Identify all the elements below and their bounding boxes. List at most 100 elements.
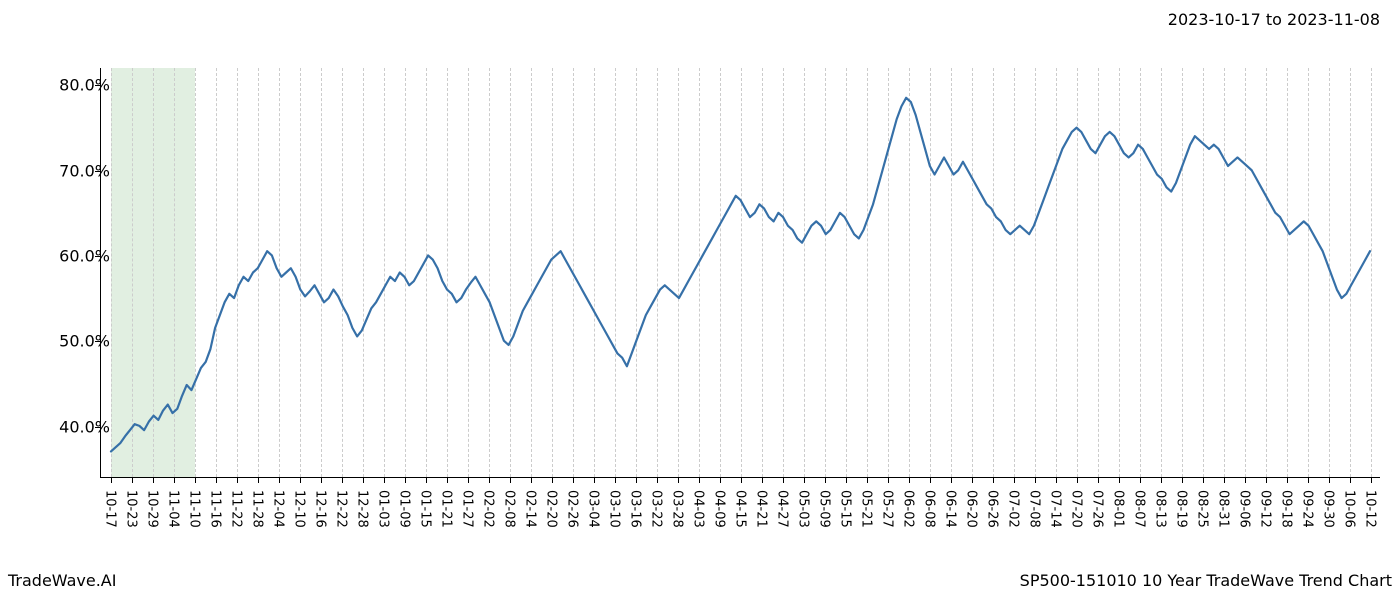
x-tick-mark: [174, 478, 175, 483]
chart-title-label: SP500-151010 10 Year TradeWave Trend Cha…: [1020, 571, 1392, 590]
x-tick-mark: [699, 478, 700, 483]
x-tick-label: 01-03: [376, 490, 391, 528]
x-tick-label: 08-07: [1132, 490, 1147, 528]
x-tick-label: 02-20: [544, 490, 559, 528]
x-tick-mark: [405, 478, 406, 483]
x-tick-mark: [1140, 478, 1141, 483]
x-tick-mark: [594, 478, 595, 483]
x-tick-label: 08-25: [1195, 490, 1210, 528]
x-tick-mark: [1329, 478, 1330, 483]
x-tick-mark: [1119, 478, 1120, 483]
x-tick-label: 06-20: [964, 490, 979, 528]
x-tick-mark: [636, 478, 637, 483]
x-tick-label: 11-16: [208, 490, 223, 528]
x-tick-mark: [1056, 478, 1057, 483]
x-tick-label: 07-20: [1069, 490, 1084, 528]
x-tick-label: 10-29: [145, 490, 160, 528]
x-tick-label: 08-31: [1216, 490, 1231, 528]
x-tick-label: 05-03: [796, 490, 811, 528]
x-tick-mark: [1077, 478, 1078, 483]
x-tick-mark: [489, 478, 490, 483]
x-tick-mark: [384, 478, 385, 483]
x-tick-label: 08-19: [1174, 490, 1189, 528]
x-tick-label: 11-10: [187, 490, 202, 528]
x-tick-label: 09-12: [1258, 490, 1273, 528]
x-tick-mark: [300, 478, 301, 483]
x-tick-label: 09-06: [1237, 490, 1252, 528]
y-tick-label: 50.0%: [59, 332, 110, 351]
x-tick-mark: [846, 478, 847, 483]
x-tick-mark: [678, 478, 679, 483]
x-tick-mark: [321, 478, 322, 483]
x-tick-mark: [216, 478, 217, 483]
x-tick-mark: [762, 478, 763, 483]
x-tick-label: 01-09: [397, 490, 412, 528]
x-tick-mark: [741, 478, 742, 483]
x-tick-label: 03-28: [670, 490, 685, 528]
x-tick-mark: [1350, 478, 1351, 483]
x-tick-mark: [930, 478, 931, 483]
x-tick-label: 03-16: [628, 490, 643, 528]
x-tick-mark: [888, 478, 889, 483]
x-tick-mark: [279, 478, 280, 483]
x-tick-label: 03-10: [607, 490, 622, 528]
x-tick-label: 01-15: [418, 490, 433, 528]
x-tick-mark: [720, 478, 721, 483]
x-tick-mark: [237, 478, 238, 483]
x-tick-label: 03-04: [586, 490, 601, 528]
x-tick-mark: [447, 478, 448, 483]
x-tick-label: 05-27: [880, 490, 895, 528]
x-tick-mark: [1371, 478, 1372, 483]
x-tick-label: 05-09: [817, 490, 832, 528]
date-range-label: 2023-10-17 to 2023-11-08: [1168, 10, 1380, 29]
x-tick-label: 05-15: [838, 490, 853, 528]
x-tick-label: 12-28: [355, 490, 370, 528]
x-tick-label: 12-16: [313, 490, 328, 528]
x-tick-label: 01-27: [460, 490, 475, 528]
x-tick-mark: [1224, 478, 1225, 483]
x-tick-mark: [783, 478, 784, 483]
x-tick-mark: [1161, 478, 1162, 483]
x-tick-mark: [1182, 478, 1183, 483]
x-tick-mark: [951, 478, 952, 483]
x-tick-mark: [426, 478, 427, 483]
x-tick-label: 09-24: [1300, 490, 1315, 528]
x-tick-label: 02-08: [502, 490, 517, 528]
trend-line: [101, 68, 1380, 477]
y-tick-label: 70.0%: [59, 161, 110, 180]
plot-area: [100, 68, 1380, 478]
x-tick-label: 07-02: [1006, 490, 1021, 528]
x-tick-label: 04-27: [775, 490, 790, 528]
x-tick-label: 12-22: [334, 490, 349, 528]
x-tick-label: 07-26: [1090, 490, 1105, 528]
x-tick-mark: [1014, 478, 1015, 483]
x-tick-mark: [867, 478, 868, 483]
x-tick-mark: [258, 478, 259, 483]
x-tick-label: 02-26: [565, 490, 580, 528]
y-tick-label: 40.0%: [59, 417, 110, 436]
x-tick-label: 11-28: [250, 490, 265, 528]
x-tick-label: 08-13: [1153, 490, 1168, 528]
series-path: [111, 98, 1370, 452]
y-tick-label: 80.0%: [59, 76, 110, 95]
x-tick-label: 02-02: [481, 490, 496, 528]
x-tick-mark: [111, 478, 112, 483]
x-tick-mark: [531, 478, 532, 483]
x-tick-mark: [153, 478, 154, 483]
x-tick-mark: [1098, 478, 1099, 483]
x-tick-label: 08-01: [1111, 490, 1126, 528]
x-tick-label: 11-22: [229, 490, 244, 528]
x-tick-mark: [909, 478, 910, 483]
x-tick-label: 09-30: [1321, 490, 1336, 528]
x-tick-label: 12-10: [292, 490, 307, 528]
x-tick-label: 09-18: [1279, 490, 1294, 528]
x-tick-label: 02-14: [523, 490, 538, 528]
x-tick-label: 06-26: [985, 490, 1000, 528]
x-tick-label: 04-09: [712, 490, 727, 528]
x-tick-label: 06-14: [943, 490, 958, 528]
x-tick-mark: [552, 478, 553, 483]
x-tick-mark: [342, 478, 343, 483]
x-tick-mark: [468, 478, 469, 483]
brand-label: TradeWave.AI: [8, 571, 116, 590]
x-tick-mark: [972, 478, 973, 483]
